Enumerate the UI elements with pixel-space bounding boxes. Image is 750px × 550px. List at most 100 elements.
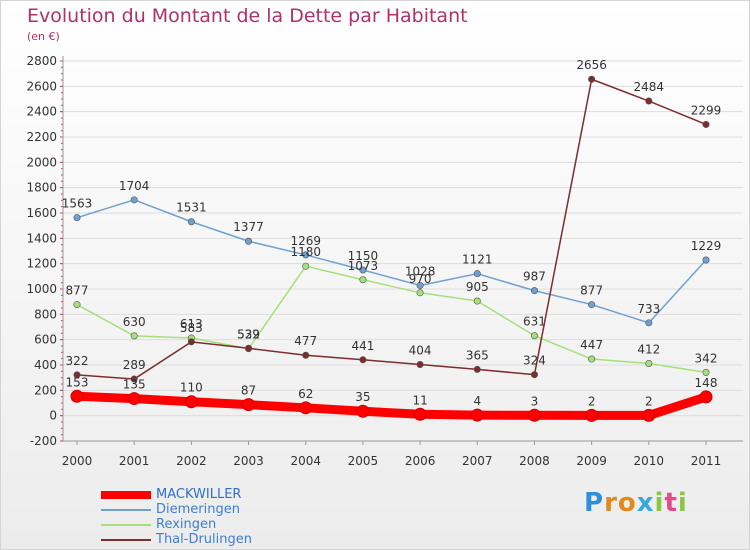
data-point bbox=[187, 338, 195, 346]
y-tick-label: 1200 bbox=[26, 257, 57, 271]
data-label: 630 bbox=[123, 315, 146, 329]
data-point bbox=[702, 368, 710, 376]
data-label: 733 bbox=[637, 302, 660, 316]
data-label: 905 bbox=[466, 280, 489, 294]
legend-label: Diemeringen bbox=[156, 502, 240, 517]
x-tick-label: 2003 bbox=[233, 454, 264, 468]
y-tick-label: 1600 bbox=[26, 206, 57, 220]
data-point bbox=[470, 408, 484, 422]
data-point bbox=[416, 281, 424, 289]
data-point bbox=[127, 392, 141, 406]
y-tick-label: 1000 bbox=[26, 282, 57, 296]
data-label: 342 bbox=[695, 351, 718, 365]
legend-item: Rexingen bbox=[101, 517, 252, 532]
legend-item: Diemeringen bbox=[101, 502, 252, 517]
data-label: 322 bbox=[66, 354, 89, 368]
data-point bbox=[473, 270, 481, 278]
legend-label: Thal-Drulingen bbox=[156, 532, 252, 547]
data-point bbox=[585, 408, 599, 422]
series-line-rexingen bbox=[76, 265, 707, 374]
data-label: 877 bbox=[66, 284, 89, 298]
x-tick-label: 2005 bbox=[348, 454, 379, 468]
data-point bbox=[359, 276, 367, 284]
data-label: 2656 bbox=[576, 58, 607, 72]
x-tick-label: 2000 bbox=[62, 454, 93, 468]
proxiti-logo: Proxiti bbox=[584, 488, 688, 518]
data-point bbox=[530, 332, 538, 340]
data-label: 87 bbox=[241, 384, 256, 398]
data-point bbox=[588, 355, 596, 363]
legend-swatch bbox=[101, 538, 151, 541]
data-point bbox=[416, 289, 424, 297]
y-tick-label: 2800 bbox=[26, 54, 57, 68]
y-tick-label: 800 bbox=[34, 307, 57, 321]
data-point bbox=[302, 262, 310, 270]
legend-label: MACKWILLER bbox=[156, 487, 242, 502]
data-point bbox=[130, 332, 138, 340]
data-point bbox=[184, 395, 198, 409]
y-tick-label: 1800 bbox=[26, 181, 57, 195]
data-label: 2 bbox=[645, 394, 653, 408]
data-point bbox=[130, 375, 138, 383]
data-label: 4 bbox=[473, 394, 481, 408]
data-point bbox=[70, 389, 84, 403]
data-label: 153 bbox=[66, 375, 89, 389]
data-point bbox=[242, 398, 256, 412]
data-label: 412 bbox=[637, 342, 660, 356]
data-label: 110 bbox=[180, 381, 203, 395]
data-label: 987 bbox=[523, 270, 546, 284]
y-tick-label: 1400 bbox=[26, 231, 57, 245]
data-point bbox=[527, 408, 541, 422]
data-point bbox=[416, 360, 424, 368]
series-line-thal-drulingen bbox=[76, 78, 707, 380]
series-line-diemeringen bbox=[76, 199, 707, 324]
x-tick-label: 2006 bbox=[405, 454, 436, 468]
data-point bbox=[73, 214, 81, 222]
data-label: 477 bbox=[294, 334, 317, 348]
x-tick-label: 2010 bbox=[634, 454, 665, 468]
data-point bbox=[413, 407, 427, 421]
data-label: 532 bbox=[237, 327, 260, 341]
data-label: 1531 bbox=[176, 201, 207, 215]
data-point bbox=[699, 390, 713, 404]
legend-swatch bbox=[101, 523, 151, 526]
y-tick-label: 2400 bbox=[26, 105, 57, 119]
data-label: 1377 bbox=[233, 220, 264, 234]
y-tick-label: 200 bbox=[34, 383, 57, 397]
data-label: 1563 bbox=[62, 197, 93, 211]
chart-title: Evolution du Montant de la Dette par Hab… bbox=[27, 5, 468, 27]
data-point bbox=[359, 266, 367, 274]
data-point bbox=[187, 218, 195, 226]
y-tick-label: 0 bbox=[49, 409, 57, 423]
data-label: 1028 bbox=[405, 264, 436, 278]
data-point bbox=[588, 75, 596, 83]
data-label: 1229 bbox=[691, 239, 722, 253]
data-label: 1269 bbox=[290, 234, 321, 248]
x-tick-label: 2007 bbox=[462, 454, 493, 468]
legend-label: Rexingen bbox=[156, 517, 217, 532]
x-tick-label: 2002 bbox=[176, 454, 207, 468]
data-point bbox=[645, 359, 653, 367]
data-label: 148 bbox=[695, 376, 718, 390]
x-tick-label: 2008 bbox=[519, 454, 550, 468]
x-tick-label: 2004 bbox=[290, 454, 321, 468]
data-label: 62 bbox=[298, 387, 313, 401]
data-label: 35 bbox=[355, 390, 370, 404]
data-point bbox=[588, 301, 596, 309]
data-point bbox=[473, 297, 481, 305]
data-label: 529 bbox=[237, 328, 260, 342]
data-point bbox=[302, 351, 310, 359]
data-label: 877 bbox=[580, 284, 603, 298]
data-point bbox=[702, 256, 710, 264]
data-label: 135 bbox=[123, 378, 146, 392]
legend-swatch bbox=[101, 490, 151, 499]
data-point bbox=[299, 401, 313, 415]
y-tick-label: 2600 bbox=[26, 79, 57, 93]
y-tick-label: 2000 bbox=[26, 155, 57, 169]
data-point bbox=[356, 404, 370, 418]
data-point bbox=[130, 196, 138, 204]
data-label: 1180 bbox=[290, 245, 321, 259]
data-label: 2299 bbox=[691, 103, 722, 117]
